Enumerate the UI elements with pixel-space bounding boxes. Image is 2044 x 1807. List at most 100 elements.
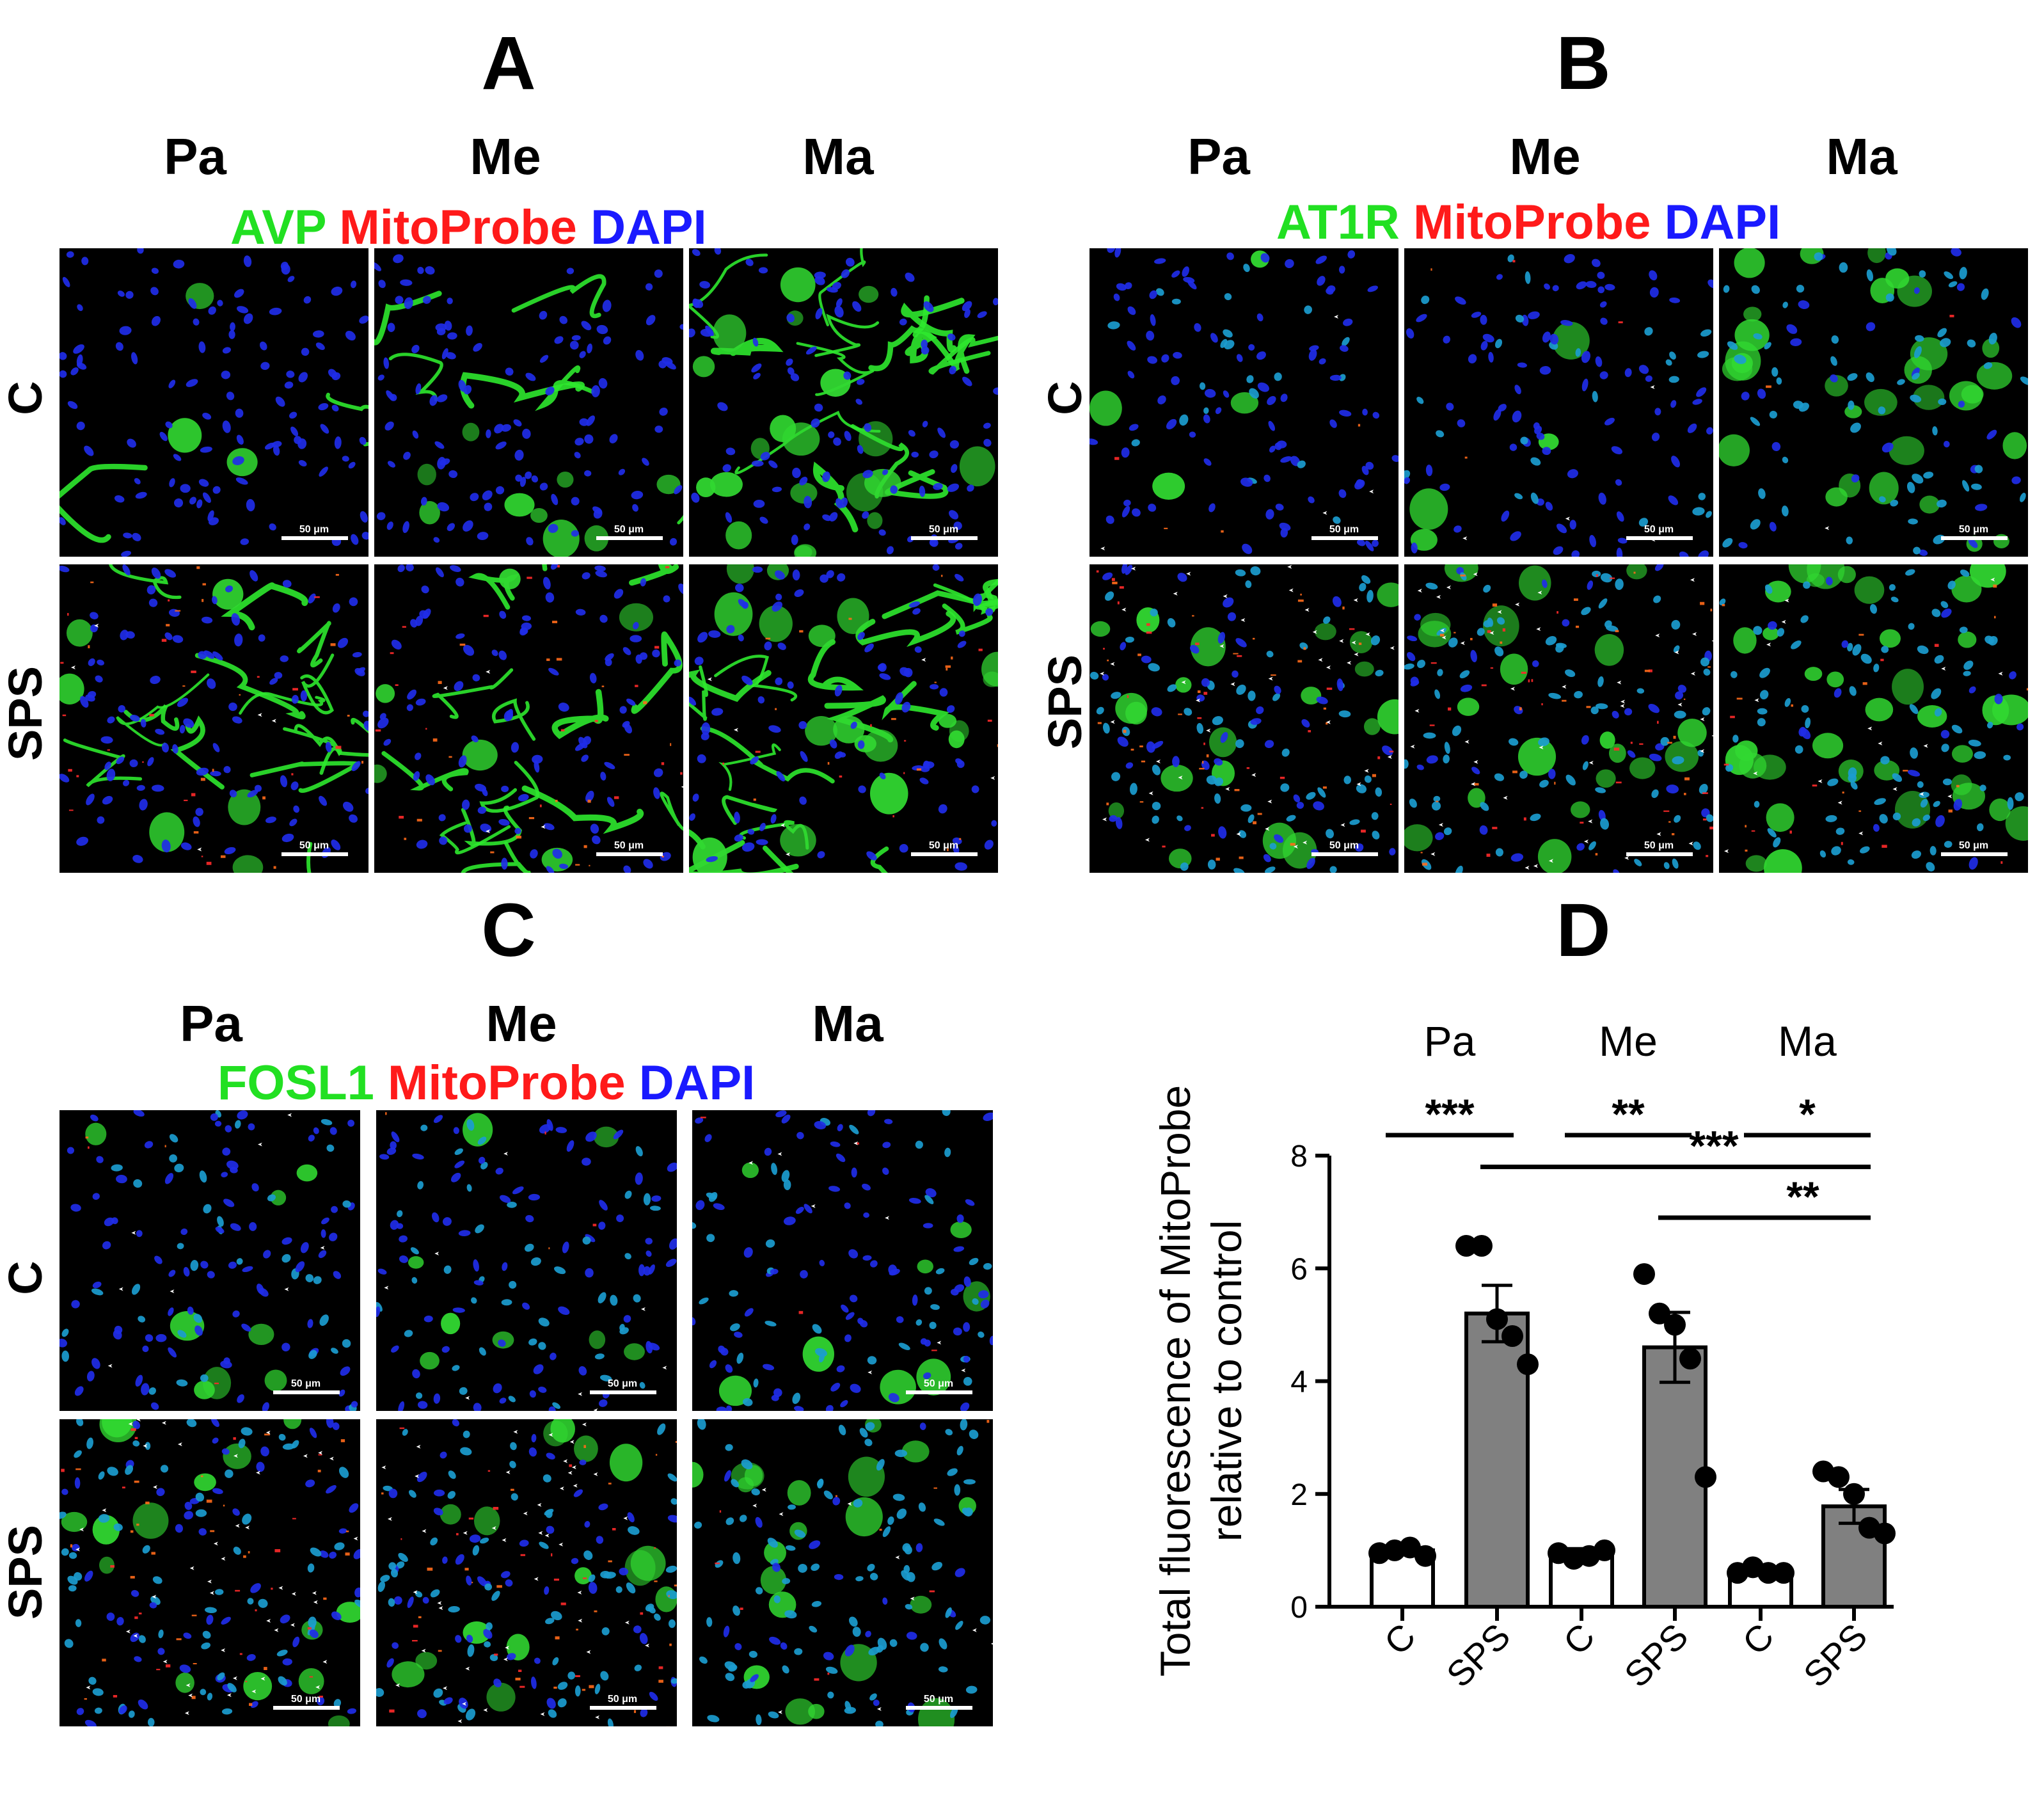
significance-label: *** [1425,1090,1474,1138]
micrograph-a-c-me: 50 μm [374,248,683,557]
micrograph-texture [59,1110,358,1411]
micrograph-b-c-pa: 50 μm [1089,248,1398,557]
stain-green-label: FOSL1 [218,1056,374,1110]
scale-bar-label: 50 μm [614,524,644,535]
data-point [1517,1353,1539,1376]
panel-b-col-me: Me [1509,128,1581,185]
micrograph-a-sps-ma: 50 μm [689,564,998,873]
x-tick-label: SPS [1439,1616,1518,1695]
micrograph-a-c-pa: 50 μm [59,248,368,557]
scale-bar [1941,536,2008,540]
panel-a-col-pa: Pa [164,128,226,185]
scale-bar-label: 50 μm [1644,840,1674,851]
scale-bar-label: 50 μm [1329,524,1359,535]
panel-a-col-me: Me [470,128,541,185]
scale-bar [911,852,978,856]
micrograph-c-sps-pa: 50 μm [59,1419,360,1726]
panel-a-letter: A [481,21,536,106]
significance-label: ** [1612,1090,1645,1138]
significance-label: ** [1786,1173,1819,1220]
scale-bar-label: 50 μm [923,1694,954,1705]
panel-d-letter: D [1556,888,1611,973]
micrograph-texture [376,1419,677,1726]
panel-b-row-sps: SPS [1038,654,1091,750]
scale-bar [1626,536,1693,540]
micrograph-texture [692,1110,993,1411]
panel-a-stain-legend: AVP MitoProbe DAPI [230,203,707,252]
scale-bar-label: 50 μm [290,1694,321,1705]
scale-bar-label: 50 μm [1329,840,1359,851]
scale-bar-label: 50 μm [614,840,644,851]
significance-label: *** [1689,1122,1738,1170]
panel-a-col-ma: Ma [802,128,874,185]
panel-b-row-c: C [1038,381,1091,415]
data-point [1471,1235,1493,1257]
panel-c-letter: C [481,888,536,973]
scale-bar-label: 50 μm [923,1378,954,1389]
y-tick-label: 0 [1290,1591,1308,1625]
scale-bar [1941,852,2008,856]
panel-c-col-me: Me [486,995,557,1052]
y-axis-label: Total fluorescence of MitoProberelative … [1152,1085,1250,1676]
panel-a-row-c: C [0,381,52,415]
data-point [1695,1466,1716,1488]
data-point [1455,1235,1477,1257]
stain-red-label: MitoProbe [388,1056,626,1110]
scale-bar-label: 50 μm [607,1694,638,1705]
significance-label: * [1799,1090,1816,1138]
scale-bar [281,852,348,856]
scale-bar [281,536,348,540]
micrograph-b-c-ma: 50 μm [1719,248,2028,557]
micrograph-texture [59,564,368,873]
micrograph-texture [1719,248,2028,556]
scale-bar-label: 50 μm [1644,524,1674,535]
panel-c-stain-legend: FOSL1 MitoProbe DAPI [218,1059,755,1108]
panel-b-letter: B [1556,21,1611,106]
micrograph-a-c-ma: 50 μm [689,248,998,557]
y-axis-label-line: Total fluorescence of MitoProbe [1152,1085,1199,1676]
micrograph-texture [374,254,683,557]
micrograph-a-sps-pa: 50 μm [59,564,368,873]
scale-bar [906,1390,972,1394]
scale-bar [1626,852,1693,856]
scale-bar [590,1706,656,1710]
scale-bar-label: 50 μm [299,524,329,535]
y-axis-label-line: relative to control [1203,1220,1250,1542]
stain-green-label: AT1R [1276,195,1400,250]
panel-b-col-ma: Ma [1826,128,1897,185]
scale-bar [273,1390,340,1394]
micrograph-c-c-me: 50 μm [376,1110,677,1411]
micrograph-c-sps-ma: 50 μm [692,1419,993,1726]
micrograph-b-c-me: 50 μm [1404,248,1713,557]
panel-b-stain-legend: AT1R MitoProbe DAPI [1276,198,1780,247]
scale-bar [1311,852,1378,856]
stain-blue-label: DAPI [1664,195,1781,250]
y-tick-label: 2 [1290,1478,1308,1512]
group-label: Ma [1778,1017,1837,1065]
data-point [1414,1545,1436,1567]
micrograph-texture [1404,254,1713,557]
data-point [1843,1483,1865,1505]
micrograph-texture [689,564,998,873]
micrograph-b-sps-ma: 50 μm [1719,564,2028,873]
scale-bar [596,536,663,540]
x-tick-label: C [1734,1616,1781,1662]
panel-c-col-ma: Ma [812,995,883,1052]
scale-bar [906,1706,972,1710]
micrograph-texture [692,1419,993,1726]
micrograph-texture [1719,564,2028,873]
scale-bar-label: 50 μm [1958,524,1989,535]
scale-bar-label: 50 μm [928,840,959,851]
scale-bar [596,852,663,856]
micrograph-c-sps-me: 50 μm [376,1419,677,1726]
micrograph-b-sps-me: 50 μm [1404,564,1713,873]
micrograph-texture [1404,564,1713,873]
data-point [1633,1263,1655,1286]
micrograph-texture [689,248,998,557]
data-point [1486,1308,1508,1330]
group-label: Pa [1424,1017,1476,1065]
panel-b-col-pa: Pa [1187,128,1250,185]
data-point [1773,1562,1794,1584]
data-point [1828,1466,1850,1488]
scale-bar [1311,536,1378,540]
